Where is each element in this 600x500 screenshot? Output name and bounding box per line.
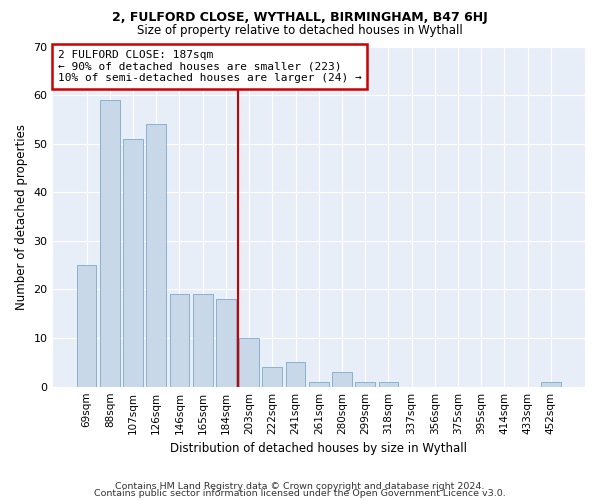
Text: Size of property relative to detached houses in Wythall: Size of property relative to detached ho…: [137, 24, 463, 37]
Bar: [170, 294, 190, 386]
Text: 2 FULFORD CLOSE: 187sqm
← 90% of detached houses are smaller (223)
10% of semi-d: 2 FULFORD CLOSE: 187sqm ← 90% of detache…: [58, 50, 362, 83]
Bar: [286, 362, 305, 386]
Bar: [123, 139, 143, 386]
Bar: [193, 294, 212, 386]
Bar: [77, 265, 97, 386]
X-axis label: Distribution of detached houses by size in Wythall: Distribution of detached houses by size …: [170, 442, 467, 455]
Text: Contains public sector information licensed under the Open Government Licence v3: Contains public sector information licen…: [94, 490, 506, 498]
Bar: [262, 367, 282, 386]
Y-axis label: Number of detached properties: Number of detached properties: [15, 124, 28, 310]
Bar: [379, 382, 398, 386]
Bar: [355, 382, 375, 386]
Bar: [239, 338, 259, 386]
Bar: [309, 382, 329, 386]
Bar: [332, 372, 352, 386]
Bar: [100, 100, 119, 386]
Bar: [216, 299, 236, 386]
Bar: [146, 124, 166, 386]
Text: 2, FULFORD CLOSE, WYTHALL, BIRMINGHAM, B47 6HJ: 2, FULFORD CLOSE, WYTHALL, BIRMINGHAM, B…: [112, 11, 488, 24]
Text: Contains HM Land Registry data © Crown copyright and database right 2024.: Contains HM Land Registry data © Crown c…: [115, 482, 485, 491]
Bar: [541, 382, 561, 386]
